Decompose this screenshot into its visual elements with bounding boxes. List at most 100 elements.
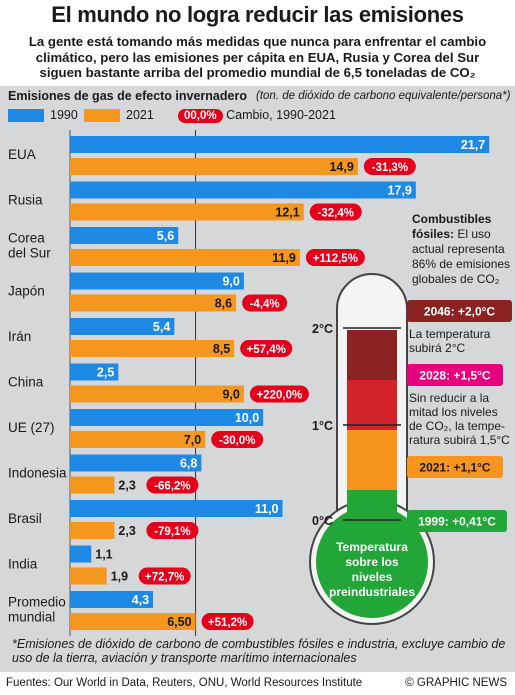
change-badge (305, 249, 365, 266)
category-label: Promedio (8, 595, 66, 610)
category-label: Rusia (8, 193, 43, 208)
bar-label-1990: 4,3 (132, 593, 149, 607)
milestone-label: 2028: +1,5°C (419, 369, 491, 383)
change-badge (249, 385, 309, 403)
milestone-note: de CO₂, la tempe- (409, 419, 505, 433)
chart-unit-note: (ton. de dióxido de carbono equivalente/… (256, 90, 511, 102)
fill-segment-1-5c (347, 380, 397, 430)
change-badge-label: -79,1% (154, 526, 190, 538)
bar-1990 (70, 136, 490, 153)
legend-label-1990: 1990 (50, 108, 78, 122)
bar-label-2021: 2,3 (118, 479, 135, 493)
bar-label-2021: 11,9 (272, 251, 296, 265)
milestone-note: La temperatura (409, 327, 491, 341)
bar-2021 (70, 385, 244, 403)
bar-2021 (70, 340, 235, 357)
change-badge-label: -66,2% (154, 481, 190, 493)
bar-1990 (70, 227, 179, 244)
category-label: Irán (8, 329, 31, 344)
bar-1990 (70, 454, 202, 472)
chart-title: Emisiones de gas de efecto invernadero (8, 89, 247, 103)
bar-label-2021: 8,5 (213, 342, 230, 356)
bulb-label: Temperatura (336, 540, 408, 554)
milestone-box (407, 364, 503, 386)
bulb-label: sobre los (345, 555, 399, 569)
fossil-fuels-note: Combustibles fósiles: El uso actual repr… (412, 212, 512, 287)
change-badge (211, 431, 264, 448)
milestone-box (407, 510, 507, 532)
thermometer-bulb (316, 506, 428, 618)
fossil-fuels-text: El uso actual representa 86% de emisione… (412, 227, 511, 286)
change-badge-label: -4,4% (250, 299, 280, 311)
bar-label-1990: 1,1 (95, 548, 112, 562)
fill-segment-2c (347, 330, 397, 380)
page-title: El mundo no logra reducir las emisiones (51, 2, 464, 27)
bar-label-1990: 5,6 (157, 229, 174, 243)
change-badge (240, 340, 293, 357)
category-label: Japón (8, 284, 45, 299)
category-label: China (8, 375, 44, 390)
bar-1990 (70, 272, 244, 290)
category-label: Indonesia (8, 466, 67, 481)
milestone-label: 1999: +0,41°C (418, 515, 496, 529)
bulb-label: preindustriales (329, 585, 415, 599)
bar-label-1990: 11,0 (255, 502, 279, 516)
category-label: mundial (8, 610, 55, 625)
bar-1990 (70, 591, 154, 608)
bar-label-1990: 5,4 (153, 320, 170, 334)
legend-badge: 00,0% (178, 109, 223, 123)
copyright: © GRAPHIC NEWS (405, 677, 507, 689)
change-badge-label: +112,5% (313, 253, 358, 265)
bar-2021 (70, 294, 237, 312)
bar-label-2021: 6,50 (167, 615, 191, 629)
bar-label-2021: 8,6 (215, 297, 232, 311)
bar-1990 (70, 545, 92, 563)
fossil-fuels-heading: Combustibles fósiles: (412, 212, 492, 241)
change-badge-label: -32,4% (318, 208, 354, 220)
bar-label-2021: 7,0 (184, 433, 201, 447)
category-label: del Sur (8, 246, 51, 261)
bar-2021 (70, 249, 300, 266)
scale-label: 2°C (312, 322, 333, 336)
bar-chart: EUA 21,7 14,9 -31,3% Rusia 17,9 12,1 -32,4% Core… (8, 130, 490, 636)
milestone-note: subirá 2°C (409, 341, 465, 355)
change-badge-label: +57,4% (247, 344, 286, 356)
category-label: Brasil (8, 511, 42, 526)
sources: Fuentes: Our World in Data, Reuters, ONU… (6, 677, 363, 689)
bar-label-2021: 14,9 (329, 160, 353, 174)
fill-segment-base (347, 490, 397, 520)
bar-2021 (70, 431, 206, 448)
milestone-note: mitad los niveles (409, 405, 498, 419)
subtitle-line: La gente está tomando más medidas que nu… (28, 34, 487, 49)
bar-2021 (70, 476, 115, 494)
bar-label-2021: 9,0 (222, 388, 239, 402)
legend-swatch-1990 (8, 109, 44, 123)
bar-label-1990: 10,0 (235, 411, 259, 425)
subtitle: La gente está tomando más medidas que nu… (6, 34, 509, 81)
scale-label: 0°C (312, 514, 333, 528)
change-badge (201, 613, 254, 630)
bar-label-1990: 21,7 (461, 138, 485, 152)
change-badge (146, 476, 199, 494)
bar-2021 (70, 567, 107, 585)
scale-label: 1°C (312, 419, 333, 433)
change-badge-label: +51,2% (208, 617, 247, 629)
bar-1990 (70, 500, 283, 517)
bar-2021 (70, 203, 304, 221)
change-badge (242, 294, 288, 312)
bulb-label: niveles (352, 570, 393, 584)
bar-2021 (70, 158, 358, 175)
legend-2021: 2021 (84, 108, 154, 128)
milestone-note: ratura subirá 1,5°C (409, 433, 510, 447)
bar-label-2021: 2,3 (118, 524, 135, 538)
category-label: EUA (8, 147, 36, 162)
category-label: UE (27) (8, 420, 55, 435)
category-label: Corea (8, 231, 45, 246)
change-badge (363, 158, 416, 175)
legend-swatch-2021 (84, 109, 120, 123)
change-badge-label: -30,0% (219, 435, 255, 447)
change-badge-label: -31,3% (372, 162, 408, 174)
legend-change-label: Cambio, 1990-2021 (226, 108, 336, 122)
bar-label-2021: 1,9 (111, 570, 128, 584)
